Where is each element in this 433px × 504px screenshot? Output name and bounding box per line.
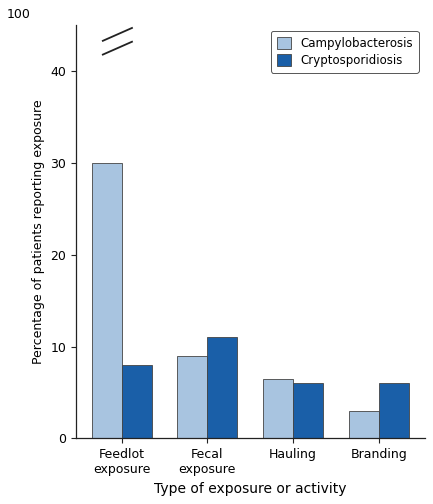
Bar bbox=[178, 356, 207, 438]
Bar bbox=[293, 384, 323, 438]
Bar bbox=[122, 365, 152, 438]
Text: 100: 100 bbox=[6, 8, 30, 21]
Legend: Campylobacterosis, Cryptosporidiosis: Campylobacterosis, Cryptosporidiosis bbox=[271, 31, 419, 73]
Bar bbox=[349, 411, 379, 438]
Bar bbox=[92, 163, 122, 438]
Bar bbox=[263, 379, 293, 438]
Y-axis label: Percentage of patients reporting exposure: Percentage of patients reporting exposur… bbox=[32, 99, 45, 364]
Bar bbox=[207, 337, 237, 438]
X-axis label: Type of exposure or activity: Type of exposure or activity bbox=[154, 482, 346, 495]
Bar bbox=[379, 384, 409, 438]
